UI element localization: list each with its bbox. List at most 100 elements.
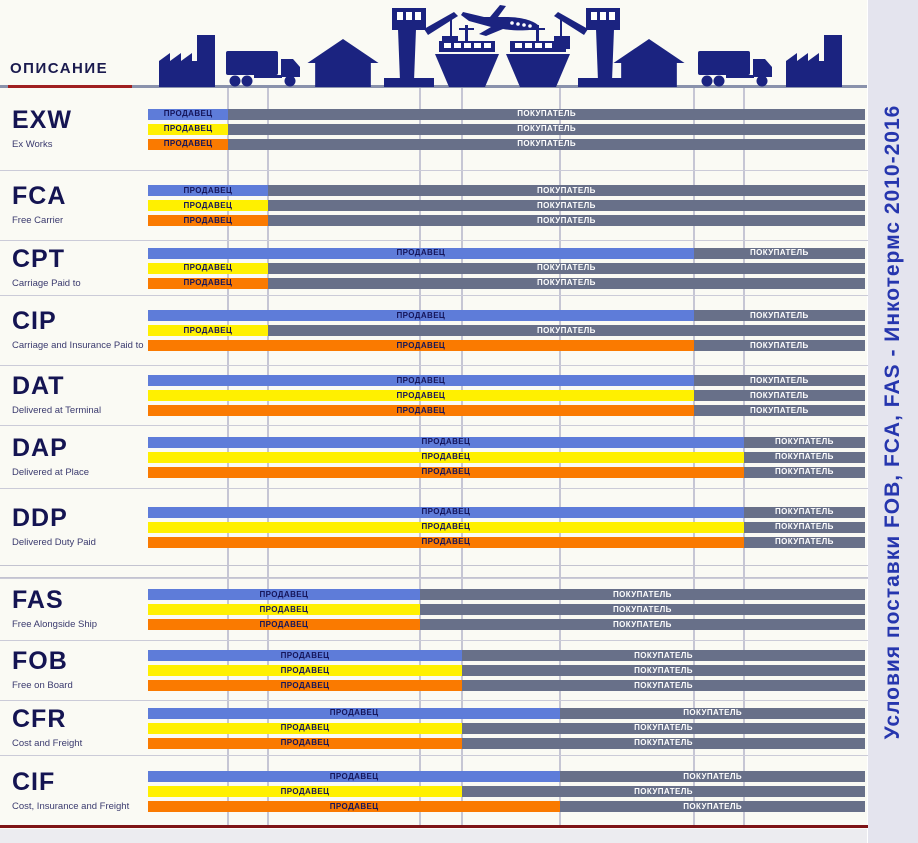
buyer-segment: ПОКУПАТЕЛЬ [693, 390, 865, 401]
truck-icon [698, 49, 776, 87]
orange-bar: ПРОДАВЕЦ ПОКУПАТЕЛЬ [148, 680, 865, 691]
seller-segment: ПРОДАВЕЦ [148, 650, 463, 661]
buyer-segment: ПОКУПАТЕЛЬ [228, 138, 865, 150]
seller-label: ПРОДАВЕЦ [183, 325, 233, 335]
term-row-dat: DAT Delivered at Terminal ПРОДАВЕЦ ПОКУПАТЕ… [0, 365, 868, 425]
responsibility-bars: ПРОДАВЕЦ ПОКУПАТЕЛЬ ПРОДАВЕЦ ПОКУПАТЕЛЬ ПРОД… [148, 296, 865, 365]
bottom-strip [0, 829, 868, 843]
blue-bar: ПРОДАВЕЦ ПОКУПАТЕЛЬ [148, 310, 865, 321]
seller-label: ПРОДАВЕЦ [396, 248, 446, 257]
buyer-label: ПОКУПАТЕЛЬ [634, 680, 693, 690]
term-row-ddp: DDP Delivered Duty Paid ПРОДАВЕЦ ПОКУПАТЕЛЬ… [0, 488, 868, 565]
responsibility-bars: ПРОДАВЕЦ ПОКУПАТЕЛЬ ПРОДАВЕЦ ПОКУПАТЕЛЬ ПРОД… [148, 426, 865, 488]
seller-label: ПРОДАВЕЦ [396, 405, 446, 415]
buyer-segment: ПОКУПАТЕЛЬ [693, 247, 865, 259]
seller-label: ПРОДАВЕЦ [421, 452, 471, 461]
buyer-label: ПОКУПАТЕЛЬ [775, 437, 834, 446]
buyer-segment: ПОКУПАТЕЛЬ [228, 108, 865, 120]
seller-segment: ПРОДАВЕЦ [148, 375, 694, 386]
seller-label: ПРОДАВЕЦ [259, 604, 309, 614]
buyer-label: ПОКУПАТЕЛЬ [536, 200, 596, 210]
yellow-bar: ПРОДАВЕЦ ПОКУПАТЕЛЬ [148, 123, 865, 135]
term-name: Ex Works [12, 138, 53, 150]
seller-label: ПРОДАВЕЦ [280, 723, 330, 732]
seller-label: ПРОДАВЕЦ [280, 738, 330, 747]
buyer-label: ПОКУПАТЕЛЬ [683, 801, 742, 811]
orange-bar: ПРОДАВЕЦ ПОКУПАТЕЛЬ [148, 466, 865, 478]
term-label: CFR Cost and Freight [0, 701, 148, 755]
buyer-label: ПОКУПАТЕЛЬ [536, 185, 596, 195]
buyer-label: ПОКУПАТЕЛЬ [683, 771, 742, 781]
term-row-fca: FCA Free Carrier ПРОДАВЕЦ ПОКУПАТЕЛЬ ПРОДАВЕ… [0, 170, 868, 240]
term-label: EXW Ex Works [0, 88, 148, 170]
seller-label: ПРОДАВЕЦ [421, 467, 471, 476]
buyer-segment: ПОКУПАТЕЛЬ [693, 310, 865, 321]
seller-label: ПРОДАВЕЦ [259, 589, 309, 599]
seller-segment: ПРОДАВЕЦ [148, 536, 744, 548]
seller-label: ПРОДАВЕЦ [280, 786, 330, 796]
buyer-segment: ПОКУПАТЕЛЬ [743, 436, 865, 448]
side-caption-strip: Условия поставки FOB, FCA, FAS - Инкотер… [867, 0, 918, 843]
responsibility-bars: ПРОДАВЕЦ ПОКУПАТЕЛЬ ПРОДАВЕЦ ПОКУПАТЕЛЬ ПРОД… [148, 756, 865, 827]
seller-label: ПРОДАВЕЦ [183, 278, 233, 287]
yellow-bar: ПРОДАВЕЦ ПОКУПАТЕЛЬ [148, 521, 865, 533]
term-code: DAP [12, 433, 68, 462]
responsibility-bars: ПРОДАВЕЦ ПОКУПАТЕЛЬ ПРОДАВЕЦ ПОКУПАТЕЛЬ ПРОД… [148, 489, 865, 565]
responsibility-bars: ПРОДАВЕЦ ПОКУПАТЕЛЬ ПРОДАВЕЦ ПОКУПАТЕЛЬ ПРОД… [148, 171, 865, 240]
blue-bar: ПРОДАВЕЦ ПОКУПАТЕЛЬ [148, 247, 865, 259]
buyer-segment: ПОКУПАТЕЛЬ [419, 619, 865, 630]
seller-segment: ПРОДАВЕЦ [148, 277, 268, 289]
yellow-bar: ПРОДАВЕЦ ПОКУПАТЕЛЬ [148, 604, 865, 615]
buyer-label: ПОКУПАТЕЛЬ [749, 340, 809, 350]
seller-segment: ПРОДАВЕЦ [148, 786, 463, 797]
term-code: EXW [12, 105, 72, 134]
warehouse-icon [306, 39, 380, 87]
blue-bar: ПРОДАВЕЦ ПОКУПАТЕЛЬ [148, 108, 865, 120]
term-row-cip: CIP Carriage and Insurance Paid to ПРОДАВЕ… [0, 295, 868, 365]
seller-label: ПРОДАВЕЦ [421, 437, 471, 446]
orange-bar: ПРОДАВЕЦ ПОКУПАТЕЛЬ [148, 277, 865, 289]
term-row-exw: EXW Ex Works ПРОДАВЕЦ ПОКУПАТЕЛЬ ПРОДАВЕЦ ПОК… [0, 88, 868, 170]
term-name: Free on Board [12, 680, 73, 692]
buyer-segment: ПОКУПАТЕЛЬ [693, 340, 865, 351]
term-label: DAT Delivered at Terminal [0, 366, 148, 425]
yellow-bar: ПРОДАВЕЦ ПОКУПАТЕЛЬ [148, 325, 865, 336]
seller-segment: ПРОДАВЕЦ [148, 310, 694, 321]
orange-bar: ПРОДАВЕЦ ПОКУПАТЕЛЬ [148, 340, 865, 351]
seller-segment: ПРОДАВЕЦ [148, 665, 463, 676]
term-name: Delivered at Place [12, 466, 90, 478]
side-caption: Условия поставки FOB, FCA, FAS - Инкотер… [881, 104, 904, 739]
buyer-label: ПОКУПАТЕЛЬ [536, 325, 596, 335]
buyer-segment: ПОКУПАТЕЛЬ [693, 405, 865, 416]
term-name: Carriage and Insurance Paid to [12, 340, 144, 352]
buyer-label: ПОКУПАТЕЛЬ [612, 619, 672, 629]
orange-bar: ПРОДАВЕЦ ПОКУПАТЕЛЬ [148, 215, 865, 226]
header: ОПИСАНИЕ [0, 0, 868, 88]
terms-rows: EXW Ex Works ПРОДАВЕЦ ПОКУПАТЕЛЬ ПРОДАВЕЦ ПОК… [0, 88, 868, 827]
orange-bar: ПРОДАВЕЦ ПОКУПАТЕЛЬ [148, 737, 865, 749]
seller-segment: ПРОДАВЕЦ [148, 707, 561, 719]
seller-label: ПРОДАВЕЦ [183, 200, 233, 210]
buyer-label: ПОКУПАТЕЛЬ [634, 723, 693, 732]
yellow-bar: ПРОДАВЕЦ ПОКУПАТЕЛЬ [148, 262, 865, 274]
buyer-label: ПОКУПАТЕЛЬ [517, 124, 577, 133]
seller-label: ПРОДАВЕЦ [329, 708, 379, 717]
term-code: DAT [12, 372, 65, 401]
buyer-label: ПОКУПАТЕЛЬ [536, 215, 596, 225]
yellow-bar: ПРОДАВЕЦ ПОКУПАТЕЛЬ [148, 665, 865, 676]
term-code: FOB [12, 647, 68, 676]
buyer-segment: ПОКУПАТЕЛЬ [560, 801, 865, 812]
seller-label: ПРОДАВЕЦ [396, 340, 446, 350]
term-row-cif: CIF Cost, Insurance and Freight ПРОДАВЕЦ ПО… [0, 755, 868, 827]
term-name: Cost, Insurance and Freight [12, 801, 130, 813]
term-label: CIF Cost, Insurance and Freight [0, 756, 148, 827]
seller-label: ПРОДАВЕЦ [396, 310, 446, 320]
transport-mode-divider [0, 565, 868, 578]
seller-label: ПРОДАВЕЦ [280, 650, 330, 660]
buyer-label: ПОКУПАТЕЛЬ [536, 278, 596, 287]
orange-bar: ПРОДАВЕЦ ПОКУПАТЕЛЬ [148, 801, 865, 812]
buyer-label: ПОКУПАТЕЛЬ [634, 650, 693, 660]
seller-segment: ПРОДАВЕЦ [148, 589, 420, 600]
buyer-label: ПОКУПАТЕЛЬ [612, 604, 672, 614]
